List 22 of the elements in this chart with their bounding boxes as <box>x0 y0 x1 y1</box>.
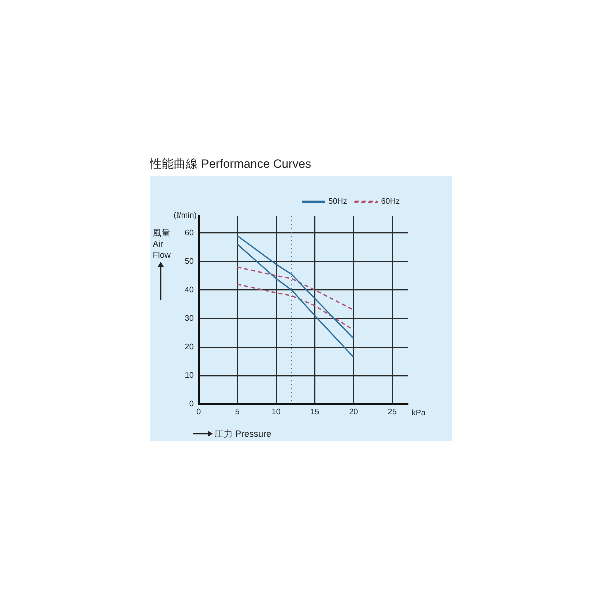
x-tick-label: 25 <box>388 407 398 416</box>
legend-label: 60Hz <box>381 197 400 206</box>
line-series <box>236 284 354 331</box>
x-tick-label: 5 <box>235 407 240 416</box>
y-axis-title: 風量 Air Flow <box>153 228 172 261</box>
y-tick-label: 50 <box>184 256 194 266</box>
x-tick-label: 0 <box>196 407 202 416</box>
x-tick-label: 10 <box>272 407 282 416</box>
legend-label: 50Hz <box>328 197 348 206</box>
text: kPa <box>412 408 426 418</box>
y-tick-label: 60 <box>184 228 194 238</box>
chart-title: 性能曲線 Performance Curves <box>150 156 312 173</box>
y-tick-label: 10 <box>184 371 194 380</box>
y-tick-label: 40 <box>184 285 194 294</box>
text: (ℓ/min) <box>174 211 198 220</box>
y-tick-label: 0 <box>189 400 194 409</box>
line-series <box>236 266 354 311</box>
y-tick-label: 20 <box>184 342 194 352</box>
x-axis-title: 圧力 Pressure <box>215 428 272 441</box>
x-tick-label: 20 <box>349 407 359 416</box>
y-tick-label: 30 <box>184 314 194 323</box>
x-tick-label: 15 <box>310 407 320 416</box>
